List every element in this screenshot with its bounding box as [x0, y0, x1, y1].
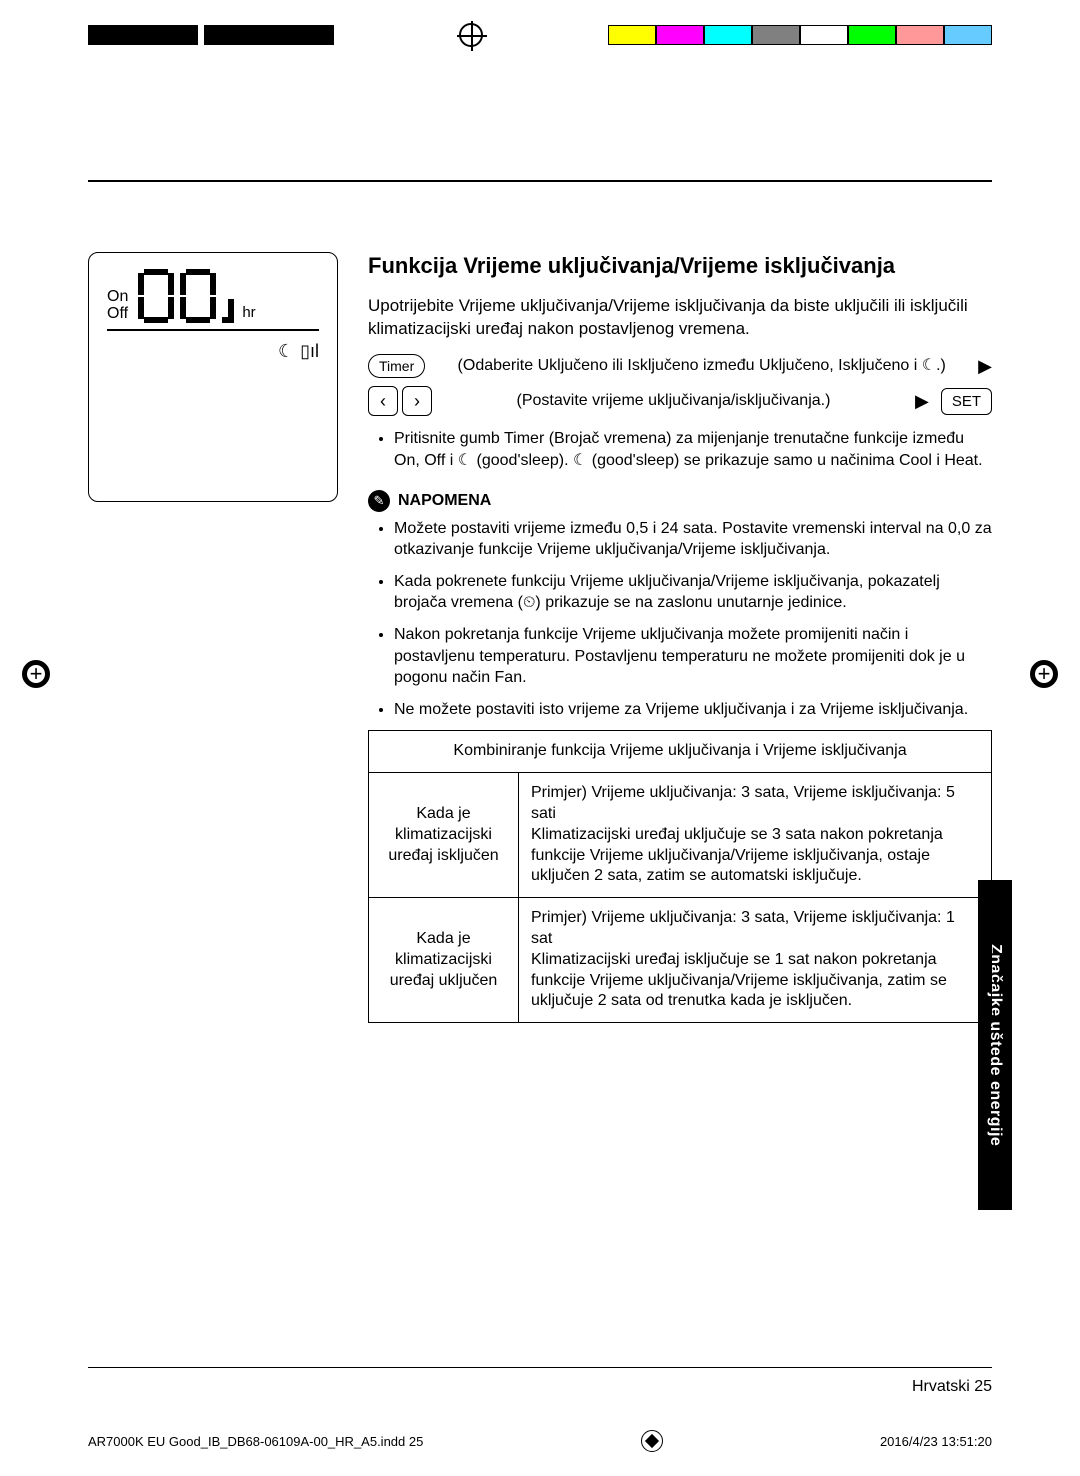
reg-black-bars	[0, 25, 334, 45]
color-patch	[656, 25, 704, 45]
color-patch	[800, 25, 848, 45]
digit-icon	[180, 269, 216, 323]
intro-text: Upotrijebite Vrijeme uključivanja/Vrijem…	[368, 295, 992, 341]
note-item: Možete postaviti vrijeme između 0,5 i 24…	[394, 518, 992, 561]
print-metadata-footer: AR7000K EU Good_IB_DB68-06109A-00_HR_A5.…	[88, 1430, 992, 1452]
timer-display-illustration: On Off hr ☾ ▯ıl	[88, 252, 338, 502]
note-title: NAPOMENA	[398, 492, 491, 510]
table-row: Kada je klimatizacijski uređaj uključen …	[369, 898, 992, 1023]
note-item: Nakon pokretanja funkcije Vrijeme uključ…	[394, 624, 992, 689]
color-patch	[896, 25, 944, 45]
registration-mark-right-icon	[1030, 660, 1058, 688]
timer-button: Timer	[368, 354, 425, 378]
sub-bullet-list: Pritisnite gumb Timer (Brojač vremena) z…	[368, 428, 992, 471]
page-number: 25	[974, 1378, 992, 1395]
note-item: Ne možete postaviti isto vrijeme za Vrij…	[394, 699, 992, 721]
print-filename: AR7000K EU Good_IB_DB68-06109A-00_HR_A5.…	[88, 1434, 423, 1449]
step-1-text: (Odaberite Uključeno ili Isključeno izme…	[437, 356, 966, 376]
table-cell-description: Primjer) Vrijeme uključivanja: 3 sata, V…	[519, 898, 992, 1023]
color-patch	[608, 25, 656, 45]
footer-language: Hrvatski	[912, 1378, 970, 1395]
moon-icon: ☾	[278, 341, 294, 362]
sub-bullet-item: Pritisnite gumb Timer (Brojač vremena) z…	[394, 428, 992, 471]
color-patch	[704, 25, 752, 45]
left-button: ‹	[368, 386, 398, 416]
color-patch	[752, 25, 800, 45]
color-registration-bar	[0, 22, 1080, 48]
step-2-row: ‹ › (Postavite vrijeme uključivanja/iskl…	[368, 386, 992, 416]
table-cell-condition: Kada je klimatizacijski uređaj isključen	[369, 773, 519, 898]
color-patch	[848, 25, 896, 45]
print-timestamp: 2016/4/23 13:51:20	[880, 1434, 992, 1449]
page-content: On Off hr ☾ ▯ıl Funkcija Vrijeme uk	[88, 180, 992, 1366]
color-patch	[944, 25, 992, 45]
step-2-text: (Postavite vrijeme uključivanja/isključi…	[444, 391, 903, 411]
set-button: SET	[941, 388, 992, 415]
table-row: Kada je klimatizacijski uređaj isključen…	[369, 773, 992, 898]
color-patches	[608, 25, 992, 45]
registration-mark-left-icon	[22, 660, 50, 688]
crosshair-icon	[459, 23, 483, 47]
combination-table: Kombiniranje funkcija Vrijeme uključivan…	[368, 730, 992, 1023]
decimal-icon	[222, 299, 234, 323]
table-cell-description: Primjer) Vrijeme uključivanja: 3 sata, V…	[519, 773, 992, 898]
table-header: Kombiniranje funkcija Vrijeme uključivan…	[369, 731, 992, 773]
note-icon: ✎	[368, 490, 390, 512]
on-off-label: On Off	[107, 288, 128, 323]
display-icons-row: ☾ ▯ıl	[107, 341, 319, 362]
table-cell-condition: Kada je klimatizacijski uređaj uključen	[369, 898, 519, 1023]
hr-label: hr	[242, 304, 255, 321]
arrow-icon: ▶	[978, 356, 992, 377]
page-footer: Hrvatski 25	[88, 1367, 992, 1396]
registration-mark-icon	[641, 1430, 663, 1452]
right-button: ›	[402, 386, 432, 416]
step-1-row: Timer (Odaberite Uključeno ili Isključen…	[368, 354, 992, 378]
signal-icon: ▯ıl	[300, 341, 319, 362]
note-list: Možete postaviti vrijeme između 0,5 i 24…	[368, 518, 992, 721]
arrow-icon: ▶	[915, 391, 929, 412]
section-title: Funkcija Vrijeme uključivanja/Vrijeme is…	[368, 252, 992, 281]
digit-icon	[138, 269, 174, 323]
note-item: Kada pokrenete funkciju Vrijeme uključiv…	[394, 571, 992, 614]
